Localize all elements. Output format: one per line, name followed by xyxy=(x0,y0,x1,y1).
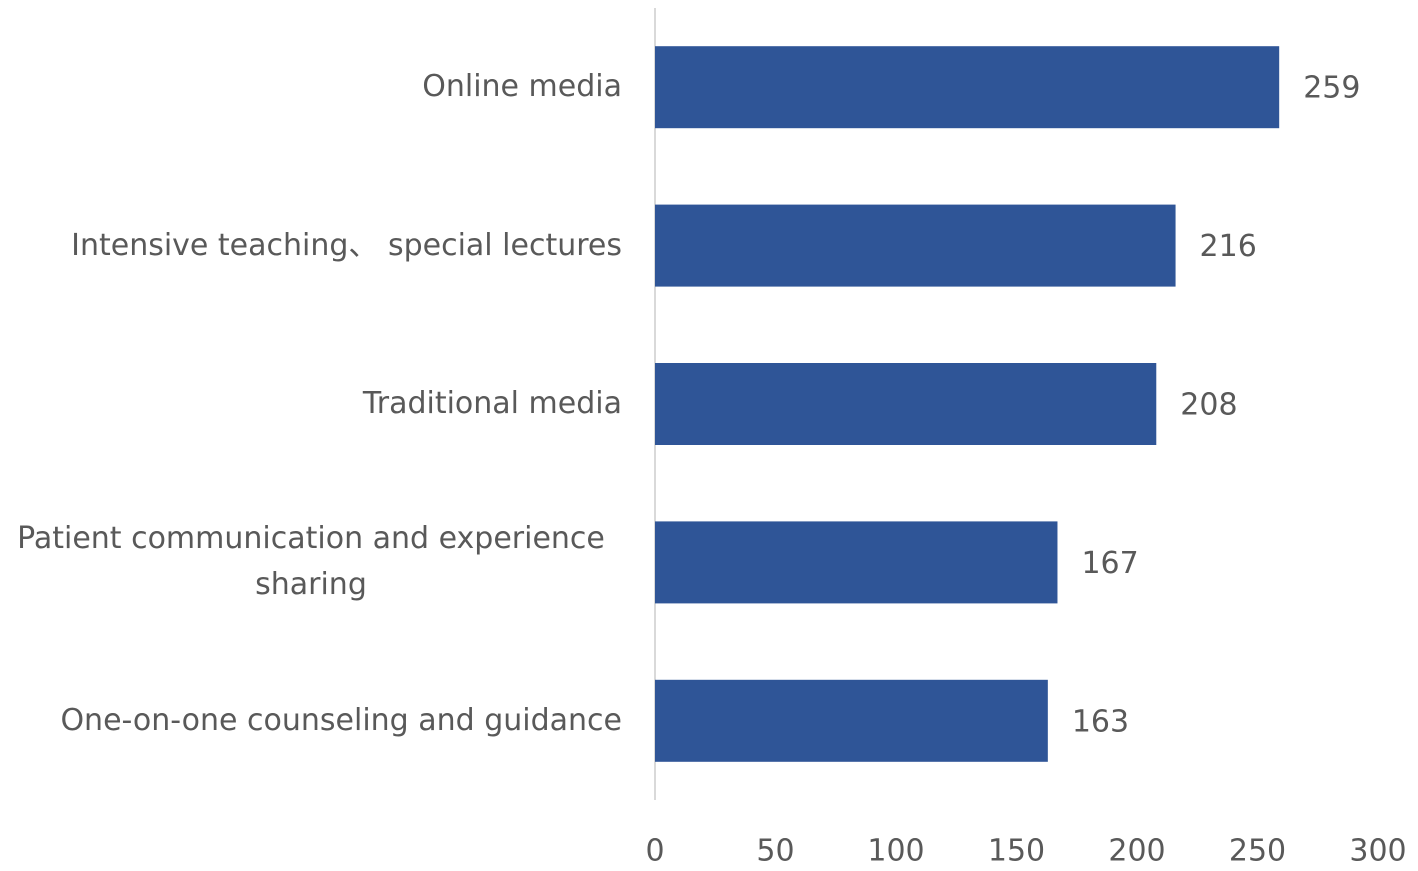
x-tick-label: 300 xyxy=(1349,834,1406,869)
x-tick-label: 250 xyxy=(1229,834,1286,869)
category-label-box: Online media xyxy=(0,64,622,110)
y-tick-label: Patient communication and experience sha… xyxy=(17,521,605,603)
value-label: 163 xyxy=(1072,704,1129,739)
y-tick-label: Online media xyxy=(422,69,622,105)
value-label: 259 xyxy=(1303,71,1360,106)
category-label-box: Patient communication and experience sha… xyxy=(0,516,622,608)
category-label-box: Traditional media xyxy=(0,381,622,427)
y-tick-label: One-on-one counseling and guidance xyxy=(60,702,622,738)
bar xyxy=(655,46,1280,129)
y-tick-label: Intensive teaching、 special lectures xyxy=(71,227,622,263)
value-label: 167 xyxy=(1081,546,1138,581)
x-tick-label: 200 xyxy=(1108,834,1165,869)
bar xyxy=(655,363,1157,445)
value-label: 208 xyxy=(1180,388,1237,423)
x-tick-label: 50 xyxy=(756,834,794,869)
y-tick-label: Traditional media xyxy=(362,386,622,421)
category-label-box: Intensive teaching、 special lectures xyxy=(0,223,622,269)
value-label: 216 xyxy=(1200,229,1257,264)
bar xyxy=(655,521,1058,604)
bar xyxy=(655,679,1048,762)
x-tick-label: 100 xyxy=(867,834,924,869)
bar xyxy=(655,204,1176,287)
x-tick-label: 150 xyxy=(988,834,1045,869)
category-label-box: One-on-one counseling and guidance xyxy=(0,698,622,744)
x-tick-label: 0 xyxy=(645,834,664,869)
